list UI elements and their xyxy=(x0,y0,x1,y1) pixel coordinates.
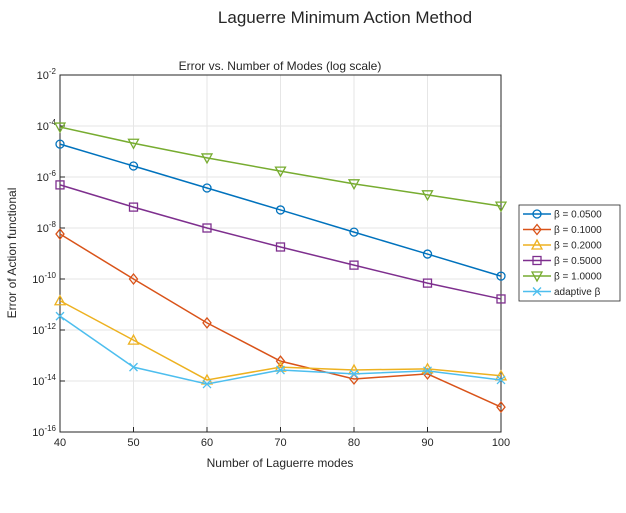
marker xyxy=(200,153,214,165)
marker xyxy=(349,369,359,379)
series-line xyxy=(59,143,502,277)
marker xyxy=(496,271,506,281)
marker xyxy=(127,138,140,150)
marker xyxy=(422,278,433,288)
legend-label: adaptive β xyxy=(554,287,601,298)
y-axis-label: Error of Action functional xyxy=(5,188,19,319)
marker xyxy=(129,362,138,372)
marker xyxy=(347,179,361,191)
y-tick-label: 10-2 xyxy=(37,67,57,82)
marker xyxy=(202,316,212,329)
marker xyxy=(349,260,359,270)
x-tick-label: 60 xyxy=(201,437,213,449)
y-tick-label: 10-16 xyxy=(32,424,56,439)
series-line xyxy=(59,126,502,207)
marker xyxy=(276,365,285,375)
legend-label: β = 0.1000 xyxy=(554,225,602,236)
marker xyxy=(494,201,508,213)
marker xyxy=(275,355,286,368)
y-tick-label: 10-4 xyxy=(37,118,57,133)
marker xyxy=(532,255,542,266)
y-tick-label: 10-8 xyxy=(37,220,57,235)
marker xyxy=(128,202,139,212)
y-tick-label: 10-6 xyxy=(37,169,57,184)
marker xyxy=(128,272,139,286)
suptitle: Laguerre Minimum Action Method xyxy=(218,8,472,27)
x-tick-label: 50 xyxy=(127,437,139,449)
marker xyxy=(530,271,544,283)
y-tick-label: 10-14 xyxy=(32,373,56,388)
marker xyxy=(275,205,286,215)
series-line xyxy=(59,184,502,300)
x-tick-label: 100 xyxy=(492,437,510,449)
marker xyxy=(496,294,506,304)
marker xyxy=(274,166,287,178)
marker xyxy=(55,227,65,241)
marker xyxy=(53,122,67,134)
x-tick-label: 70 xyxy=(274,437,286,449)
marker xyxy=(530,238,544,250)
marker xyxy=(532,209,542,219)
legend-label: β = 1.0000 xyxy=(554,272,602,283)
marker xyxy=(55,180,65,190)
marker xyxy=(53,294,67,306)
marker xyxy=(202,223,212,233)
legend-label: β = 0.2000 xyxy=(554,241,602,252)
marker xyxy=(421,190,434,202)
marker xyxy=(349,227,359,237)
x-tick-label: 90 xyxy=(421,437,433,449)
marker xyxy=(55,139,65,149)
legend-label: β = 0.0500 xyxy=(554,210,602,221)
marker xyxy=(127,333,140,345)
legend-label: β = 0.5000 xyxy=(554,256,602,267)
x-tick-label: 80 xyxy=(348,437,360,449)
plot-frame xyxy=(59,74,502,433)
y-tick-label: 10-10 xyxy=(32,271,56,286)
marker xyxy=(128,161,139,171)
marker xyxy=(275,242,286,252)
chart-title: Error vs. Number of Modes (log scale) xyxy=(179,59,382,73)
y-tick-label: 10-12 xyxy=(32,322,56,337)
legend-box xyxy=(518,204,621,302)
series-line xyxy=(59,300,502,381)
marker xyxy=(496,375,506,385)
marker xyxy=(55,311,65,321)
marker xyxy=(422,249,433,259)
x-axis-label: Number of Laguerre modes xyxy=(207,456,354,470)
marker xyxy=(423,366,432,376)
marker xyxy=(532,223,542,236)
marker xyxy=(532,287,542,296)
x-tick-label: 40 xyxy=(54,437,66,449)
marker xyxy=(496,401,506,414)
marker xyxy=(202,183,212,193)
marker xyxy=(202,379,212,389)
